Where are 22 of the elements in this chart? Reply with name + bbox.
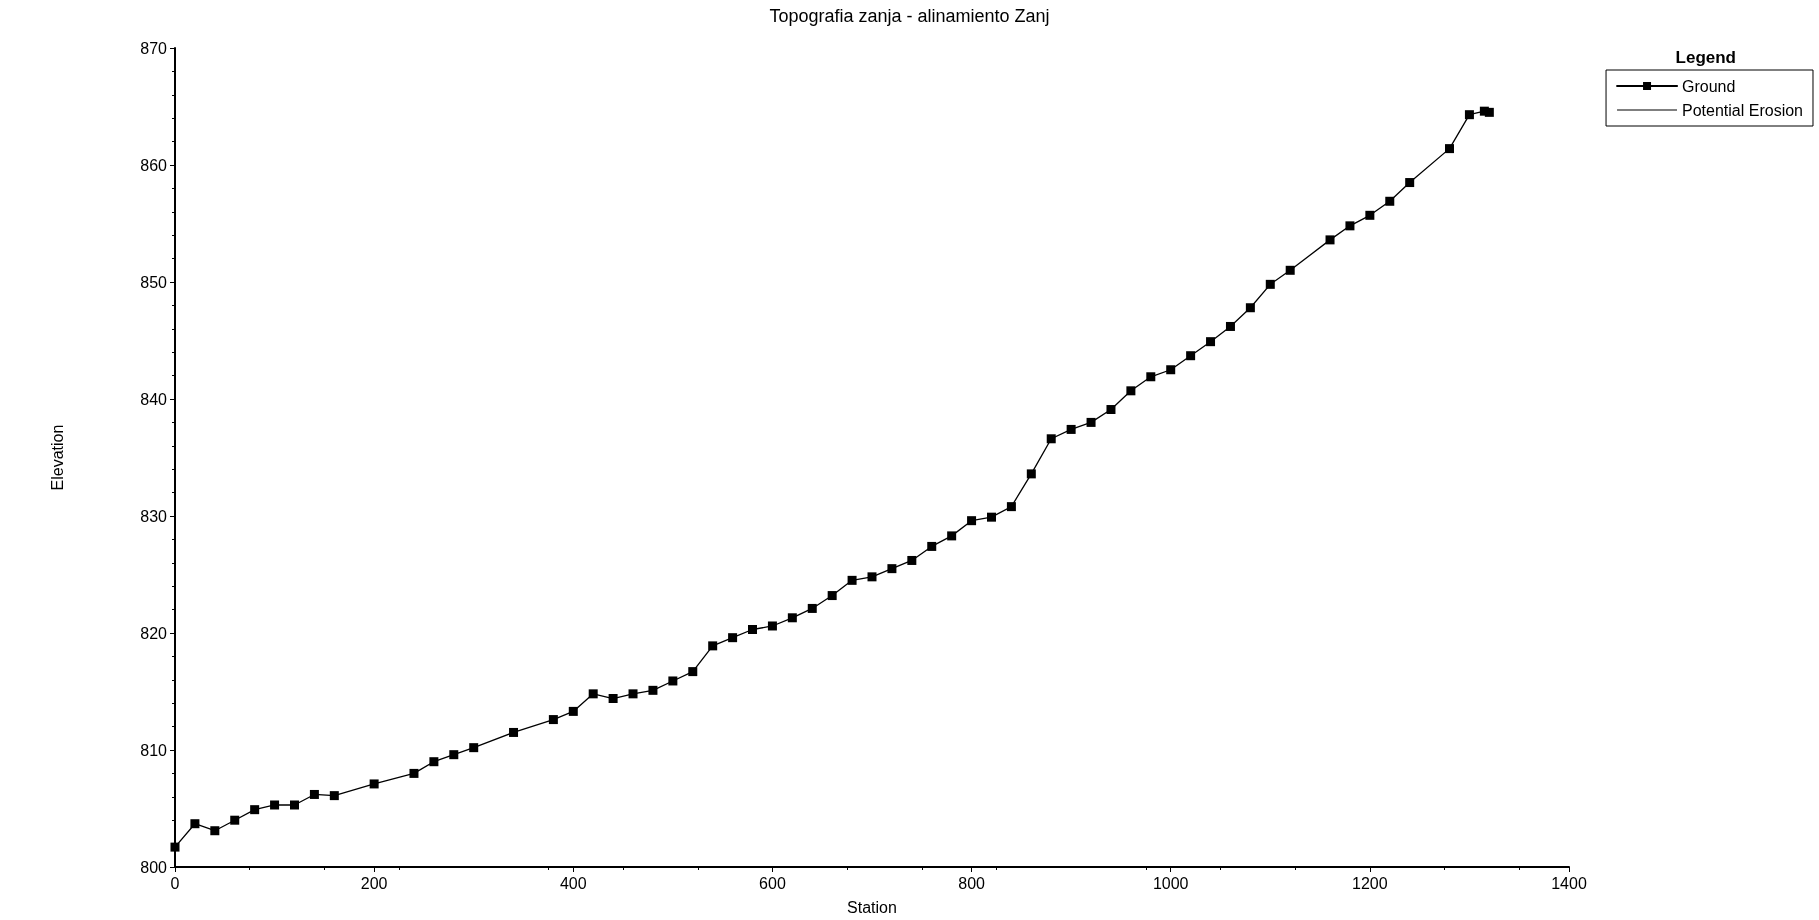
- legend-label: Potential Erosion: [1682, 101, 1804, 119]
- y-tick-label: 800: [140, 858, 168, 876]
- y-tick-label: 850: [140, 273, 168, 291]
- x-tick-label: 200: [360, 874, 388, 892]
- legend-label: Ground: [1682, 77, 1736, 95]
- x-tick-label: 1200: [1352, 874, 1388, 892]
- y-tick-label: 870: [140, 39, 168, 57]
- y-tick-label: 810: [140, 741, 168, 759]
- x-tick-label: 1000: [1152, 874, 1189, 892]
- x-tick-label: 0: [170, 874, 180, 892]
- legend-title: Legend: [1675, 48, 1737, 67]
- y-axis-title: Elevation: [48, 424, 66, 491]
- y-tick-label: 820: [140, 624, 168, 642]
- y-tick-label: 860: [140, 156, 168, 174]
- y-tick-label: 840: [140, 390, 168, 408]
- y-tick-label: 830: [140, 507, 168, 525]
- x-tick-label: 400: [559, 874, 587, 892]
- x-tick-label: 600: [759, 874, 786, 892]
- chart-title: Topografia zanja - alinamiento Zanj: [769, 6, 1050, 26]
- x-axis-title: Station: [847, 898, 897, 916]
- x-tick-label: 1400: [1551, 874, 1587, 892]
- x-tick-label: 800: [958, 874, 986, 892]
